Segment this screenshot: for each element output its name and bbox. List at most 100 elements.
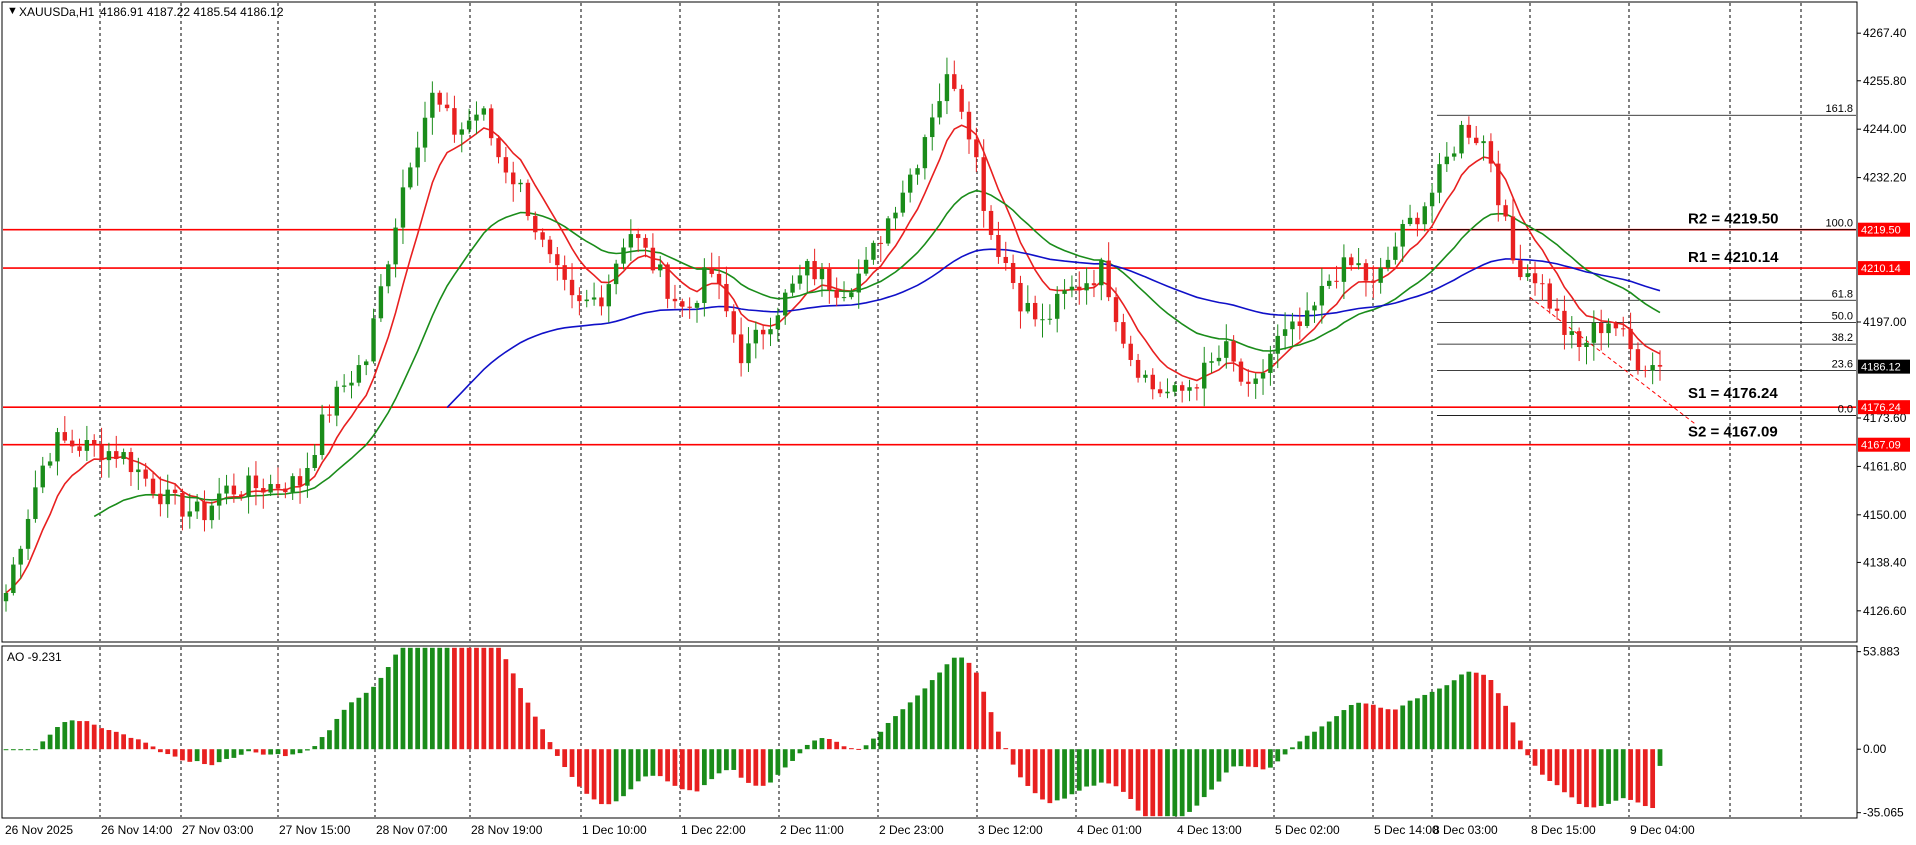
ao-bar [1187,749,1192,812]
ao-bar [973,672,979,750]
time-axis-label: 26 Nov 2025 [5,823,73,837]
price-axis-label: 4126.60 [1863,604,1907,618]
ao-bar [1635,749,1641,803]
candle-body [636,234,641,238]
level-price-tag-text: 4219.50 [1861,225,1901,237]
candle-body [1091,283,1097,286]
symbol-menu-arrow-icon[interactable]: ▼ [7,5,18,17]
time-axis-label: 4 Dec 13:00 [1177,823,1242,837]
candle-body [922,137,928,169]
candle-body [1584,342,1589,347]
candle-body [849,292,854,298]
ao-bar [981,691,987,750]
candle-body [974,139,979,158]
candle-body [1238,361,1244,382]
candle-body [378,286,384,319]
candle-body [364,361,369,366]
candle-body [591,297,597,300]
ao-bar [790,749,795,761]
candle-body [1628,328,1633,350]
ao-bar [1223,749,1229,773]
candle-body [231,485,237,495]
candle-body [452,108,457,135]
candle-body [672,298,678,302]
ao-bar [1268,749,1273,768]
time-axis[interactable]: 26 Nov 2025 26 Nov 14:00 27 Nov 03:00 27 No… [5,823,1695,837]
candle-body [1047,318,1053,320]
ao-bar [33,749,38,751]
ao-bar [621,749,626,797]
candle-body [555,254,560,266]
candle-body [62,432,68,441]
candle-body [1121,322,1126,344]
candle-body [444,104,450,109]
ao-bar [1216,749,1222,782]
ao-bar [966,662,972,750]
ao-bar [25,749,31,751]
price-axis-label: 4138.40 [1863,555,1907,569]
candle-body [613,263,619,285]
candle-body [1319,285,1325,306]
candle-body [408,167,413,188]
ao-bar [3,749,9,751]
level-price-tag [1858,437,1910,452]
level-price-tag-text: 4167.09 [1861,440,1901,452]
candle-body [114,451,119,459]
candle-body [827,269,832,290]
candle-body [687,306,692,308]
candle-body [702,267,707,303]
ao-bar [1356,702,1361,750]
candle-body [312,455,317,468]
ao-bar [238,749,244,755]
ao-bar [1598,749,1604,806]
candle-body [790,283,795,293]
candle-body [738,334,744,364]
candle-body [584,299,589,302]
ao-bar [944,664,950,750]
ao-bar [731,749,737,770]
candle-body [275,484,281,489]
candle-body [650,247,656,271]
ao-bar [628,749,634,790]
candle-body [1113,297,1119,323]
candle-body [1268,353,1273,373]
candle-body [981,157,986,211]
candle-body [533,216,538,233]
ao-bar [687,749,693,791]
candle-body [996,234,1001,257]
candle-body [878,242,883,244]
candle-body [474,114,479,121]
ao-bar [701,749,707,786]
candle-body [1621,328,1626,330]
ao-bar [650,749,656,776]
candle-body [84,440,90,451]
ao-bar [371,686,376,750]
candle-body [665,264,670,299]
ao-bar [1253,749,1259,768]
support-resistance-levels[interactable]: R2 = 4219.50 R1 = 4210.14 S1 = 4176.24 S2 =… [3,211,1856,446]
candle-body [297,476,303,486]
ao-bar [1510,722,1516,750]
ao-bar [10,749,16,751]
candle-body [459,129,464,135]
candle-body [944,74,950,102]
ao-bar [1010,749,1016,765]
fibonacci-retracement[interactable]: 161.8 100.0 61.8 50.0 38.2 23.6 0.0 [1437,103,1856,425]
candle-body [1378,267,1383,283]
candle-body [319,414,325,456]
ao-bar [246,749,251,752]
fast-moving-average-line [5,124,1661,594]
ao-bar [393,654,398,750]
candle-body [871,242,876,260]
candle-body [628,234,634,248]
candle-body [841,297,847,299]
ao-bar [569,749,575,777]
ao-bar [1179,749,1185,817]
ao-bar [878,731,884,750]
ao-bar [312,746,318,750]
ao-bar [1348,704,1354,750]
price-axis[interactable]: 4267.40 4255.80 4244.00 4232.20 4197.00 4173.… [1857,26,1907,618]
time-axis-label: 1 Dec 22:00 [681,823,746,837]
